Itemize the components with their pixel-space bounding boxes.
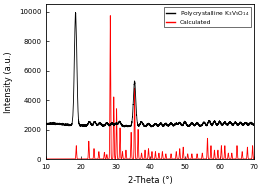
Y-axis label: Intensity (a.u.): Intensity (a.u.) [4,51,13,113]
Legend: Polycrystalline K$_3$V$_5$O$_{14}$, Calculated: Polycrystalline K$_3$V$_5$O$_{14}$, Calc… [164,7,251,27]
X-axis label: 2-Theta (°): 2-Theta (°) [128,176,173,185]
